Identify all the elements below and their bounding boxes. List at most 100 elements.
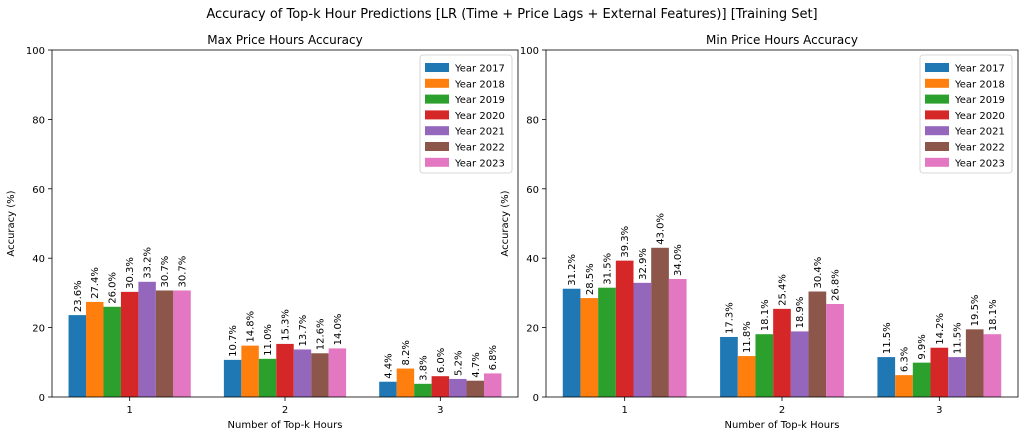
y-tick-label: 100 (520, 46, 539, 57)
bar-value-label: 31.5% (602, 253, 613, 285)
bar (965, 329, 984, 397)
bar (120, 291, 139, 397)
bar-value-label: 33.2% (143, 247, 154, 279)
bar-value-label: 17.3% (724, 302, 735, 334)
legend-label: Year 2023 (954, 158, 1005, 169)
bar-value-label: 6.3% (899, 347, 910, 372)
bar-value-label: 13.7% (298, 315, 309, 347)
legend-swatch (425, 142, 449, 151)
bar-value-label: 43.0% (656, 213, 667, 245)
bar (580, 298, 599, 397)
bar-value-label: 6.8% (488, 345, 499, 370)
legend-label: Year 2018 (454, 79, 505, 90)
bar-value-label: 32.9% (638, 248, 649, 280)
bar (241, 345, 259, 397)
bar-value-label: 30.7% (178, 256, 189, 288)
bar (138, 281, 156, 397)
legend: Year 2017 Year 2018 Year 2019 Year 2020 Year… (919, 54, 1013, 174)
bar (155, 290, 174, 397)
bar (414, 383, 432, 397)
bar-value-label: 27.4% (90, 267, 101, 299)
bar (449, 378, 467, 397)
legend-label: Year 2021 (454, 127, 505, 138)
bar (633, 282, 652, 397)
bar (912, 362, 931, 397)
bar (651, 247, 669, 397)
bar (328, 348, 347, 397)
bar (877, 357, 896, 397)
bar (258, 358, 277, 397)
y-tick-label: 0 (39, 393, 45, 404)
legend-swatch (925, 110, 949, 120)
bar (483, 373, 502, 397)
bar-value-label: 25.4% (778, 274, 789, 306)
legend-label: Year 2019 (954, 95, 1005, 106)
bar (223, 359, 242, 397)
bar (826, 304, 844, 397)
legend-swatch (925, 94, 949, 104)
bar-value-label: 4.4% (383, 353, 394, 378)
x-axis-label: Number of Top-k Hours (228, 420, 343, 431)
bar-value-label: 4.7% (471, 352, 482, 377)
axes-frame (51, 49, 519, 398)
legend-swatch (425, 94, 449, 104)
bar-value-label: 3.8% (418, 355, 429, 380)
bar (930, 347, 949, 397)
bar-value-label: 15.3% (281, 309, 292, 341)
bar-value-label: 5.2% (453, 351, 464, 376)
y-tick-label: 80 (526, 115, 539, 126)
bar-value-label: 11.0% (263, 324, 274, 356)
bar (790, 331, 809, 397)
legend-swatch (925, 63, 949, 72)
bar (173, 290, 191, 397)
subplot-title: Max Price Hours Accuracy (207, 33, 362, 47)
legend-label: Year 2020 (954, 111, 1005, 122)
bar-value-label: 14.8% (246, 311, 257, 343)
legend-label: Year 2022 (954, 143, 1005, 154)
bar (293, 349, 312, 397)
bar (948, 357, 966, 397)
legend-label: Year 2020 (454, 111, 505, 122)
bar-value-label: 30.4% (813, 257, 824, 289)
bar (755, 334, 774, 397)
legend-swatch (925, 126, 949, 136)
bar (808, 291, 827, 397)
bar-value-label: 30.7% (160, 256, 171, 288)
y-axis-label: Accuracy (%) (500, 190, 511, 256)
bar-value-label: 14.2% (935, 313, 946, 345)
bar (737, 356, 756, 397)
subplot-2: Min Price Hours Accuracy 0 20 40 60 80 100 Accu… (500, 33, 1019, 431)
x-tick-label: 2 (779, 405, 785, 416)
bar (466, 380, 484, 397)
y-tick-label: 40 (526, 254, 539, 265)
bar-value-label: 11.8% (742, 321, 753, 353)
y-tick-label: 0 (533, 393, 539, 404)
y-tick-label: 20 (32, 324, 45, 335)
bar-value-label: 11.5% (882, 322, 893, 354)
subplot-1: Max Price Hours Accuracy 0 20 40 60 80 100 Accu… (6, 33, 519, 431)
figure-title: Accuracy of Top-k Hour Predictions [LR (… (206, 7, 817, 22)
bar-value-label: 8.2% (401, 340, 412, 365)
legend-swatch (425, 63, 449, 72)
bar (379, 381, 397, 397)
bar (773, 308, 791, 397)
y-tick-label: 20 (526, 324, 539, 335)
x-tick-label: 2 (282, 405, 288, 416)
bar (562, 288, 581, 397)
bar-value-label: 31.2% (567, 254, 578, 286)
legend-swatch (925, 142, 949, 151)
legend-swatch (425, 110, 449, 120)
y-axis-label: Accuracy (%) (6, 190, 17, 256)
bar (598, 287, 616, 397)
subplot-title: Min Price Hours Accuracy (706, 33, 858, 47)
bar (668, 279, 687, 397)
bar (103, 306, 121, 397)
bar (68, 315, 87, 397)
x-tick-label: 3 (437, 405, 443, 416)
bar-value-label: 12.6% (315, 318, 326, 350)
legend-label: Year 2021 (954, 127, 1005, 138)
legend-label: Year 2017 (954, 64, 1005, 75)
bar (86, 301, 104, 397)
bar (396, 368, 415, 397)
